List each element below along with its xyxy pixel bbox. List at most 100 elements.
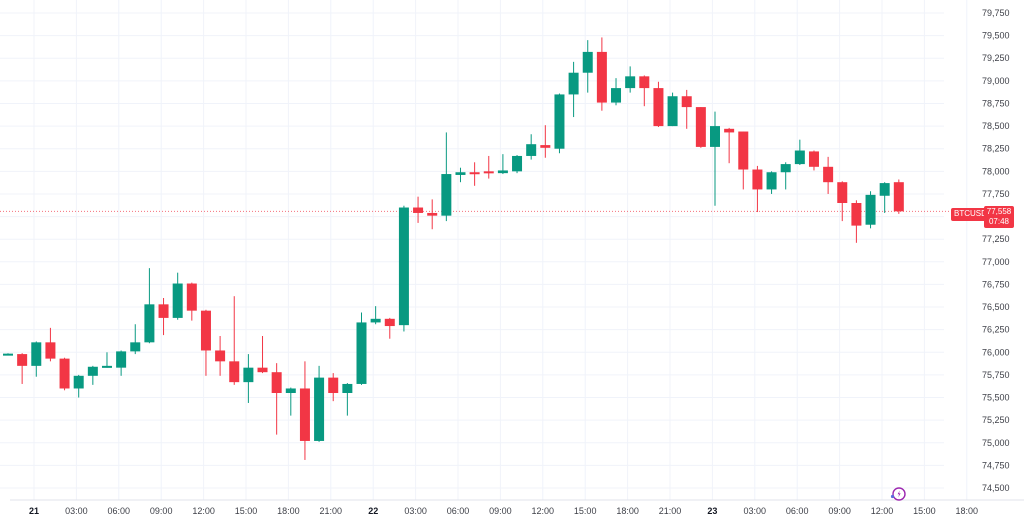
- candle[interactable]: [879, 182, 890, 213]
- x-axis-label: 18:00: [277, 506, 300, 516]
- candle-body: [512, 155, 523, 172]
- candle[interactable]: [625, 66, 636, 93]
- candle[interactable]: [865, 191, 876, 229]
- candle[interactable]: [893, 179, 904, 214]
- candle[interactable]: [483, 155, 494, 179]
- candle[interactable]: [441, 132, 452, 222]
- candle[interactable]: [681, 89, 692, 129]
- candle[interactable]: [73, 374, 84, 398]
- candle[interactable]: [243, 354, 254, 403]
- candle[interactable]: [144, 268, 155, 344]
- candle-body: [540, 145, 551, 148]
- x-axis-label: 21:00: [659, 506, 682, 516]
- candle[interactable]: [186, 282, 197, 321]
- candle[interactable]: [59, 357, 70, 391]
- candle-body: [738, 131, 749, 170]
- candle[interactable]: [554, 93, 565, 154]
- candle[interactable]: [497, 154, 508, 175]
- candle[interactable]: [87, 365, 98, 385]
- candle[interactable]: [172, 272, 183, 320]
- candle[interactable]: [158, 298, 169, 336]
- candle-body: [31, 342, 42, 366]
- candle[interactable]: [229, 296, 240, 385]
- candle[interactable]: [342, 383, 353, 416]
- candle[interactable]: [285, 387, 296, 416]
- candle-body: [130, 342, 141, 352]
- candle[interactable]: [738, 131, 749, 190]
- candle[interactable]: [710, 111, 720, 206]
- candle[interactable]: [384, 317, 395, 339]
- candle[interactable]: [3, 353, 13, 356]
- candle-body: [243, 367, 254, 383]
- candle[interactable]: [271, 363, 282, 435]
- candle-body: [596, 51, 607, 103]
- y-axis-label: 77,000: [982, 257, 1010, 267]
- candle[interactable]: [596, 37, 607, 111]
- candle[interactable]: [780, 162, 791, 190]
- candle[interactable]: [653, 81, 664, 127]
- candle-body: [837, 182, 848, 203]
- candle[interactable]: [398, 205, 409, 332]
- candle[interactable]: [540, 125, 551, 158]
- candle[interactable]: [512, 155, 523, 174]
- candle[interactable]: [299, 361, 310, 460]
- candle[interactable]: [526, 134, 537, 160]
- candle[interactable]: [356, 312, 367, 385]
- y-axis-label: 75,500: [982, 393, 1010, 403]
- candle[interactable]: [667, 92, 678, 127]
- candle[interactable]: [455, 167, 466, 183]
- y-axis-label: 76,000: [982, 347, 1010, 357]
- candle-body: [695, 107, 706, 147]
- x-axis-label: 12:00: [871, 506, 894, 516]
- candle[interactable]: [752, 165, 763, 213]
- x-axis-label: 12:00: [192, 506, 215, 516]
- candle-body: [851, 203, 862, 226]
- candle[interactable]: [413, 196, 424, 223]
- candle-body: [285, 388, 296, 393]
- last-price-value: 77,558: [986, 207, 1012, 216]
- candle[interactable]: [370, 306, 381, 325]
- candle[interactable]: [695, 107, 706, 148]
- candle[interactable]: [101, 352, 112, 368]
- candle-body: [780, 164, 791, 173]
- candle[interactable]: [328, 373, 339, 402]
- candle[interactable]: [808, 150, 819, 171]
- x-axis-label: 06:00: [447, 506, 470, 516]
- candle[interactable]: [17, 353, 28, 384]
- candle[interactable]: [257, 336, 268, 374]
- candle-body: [427, 212, 438, 216]
- candle-body: [497, 170, 508, 174]
- candle[interactable]: [200, 309, 211, 376]
- candle[interactable]: [766, 171, 777, 194]
- candle[interactable]: [130, 324, 141, 355]
- candle-body: [681, 96, 692, 108]
- candle[interactable]: [724, 127, 735, 164]
- candle[interactable]: [639, 75, 650, 107]
- candle[interactable]: [314, 365, 325, 442]
- candle[interactable]: [469, 162, 480, 186]
- candle[interactable]: [611, 78, 622, 106]
- candle[interactable]: [794, 139, 805, 165]
- candle[interactable]: [568, 61, 579, 118]
- candle-body: [328, 377, 339, 393]
- candle[interactable]: [427, 199, 438, 230]
- x-axis-label: 15:00: [913, 506, 936, 516]
- candle[interactable]: [837, 181, 848, 222]
- candle[interactable]: [116, 350, 127, 376]
- candle[interactable]: [851, 200, 862, 243]
- y-axis-label: 77,250: [982, 234, 1010, 244]
- candle[interactable]: [823, 156, 834, 194]
- candle-body: [299, 388, 310, 441]
- lightning-replay-icon[interactable]: [889, 485, 907, 503]
- candle-body: [653, 88, 664, 127]
- x-axis-label: 15:00: [574, 506, 597, 516]
- y-axis-label: 75,250: [982, 415, 1010, 425]
- candle-body: [158, 304, 169, 318]
- candle[interactable]: [582, 40, 593, 93]
- candle[interactable]: [45, 327, 56, 362]
- candle[interactable]: [31, 341, 42, 377]
- candle[interactable]: [215, 336, 226, 376]
- candle-body: [823, 166, 834, 183]
